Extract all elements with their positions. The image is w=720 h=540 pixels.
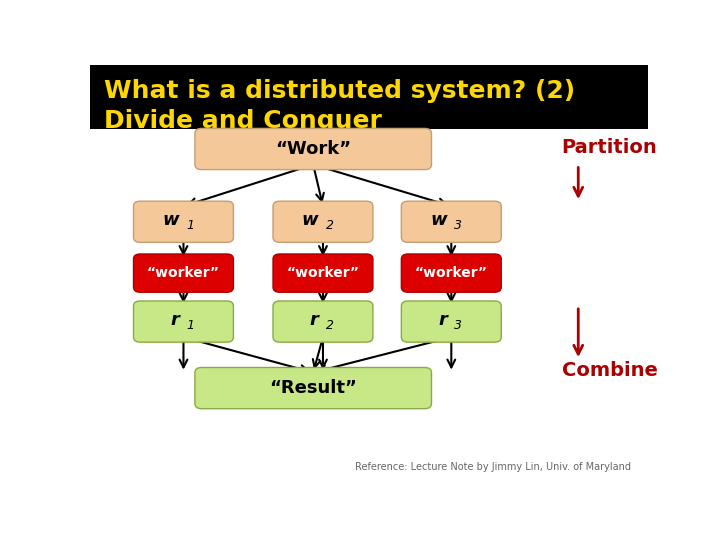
Text: Divide and Conquer: Divide and Conquer bbox=[104, 109, 382, 133]
FancyBboxPatch shape bbox=[273, 301, 373, 342]
Text: r: r bbox=[310, 311, 318, 329]
Text: r: r bbox=[438, 311, 447, 329]
Text: “worker”: “worker” bbox=[147, 266, 220, 280]
Text: “worker”: “worker” bbox=[415, 266, 488, 280]
FancyBboxPatch shape bbox=[401, 301, 501, 342]
Text: Reference: Lecture Note by Jimmy Lin, Univ. of Maryland: Reference: Lecture Note by Jimmy Lin, Un… bbox=[355, 462, 631, 472]
FancyBboxPatch shape bbox=[133, 254, 233, 292]
Text: Partition: Partition bbox=[562, 138, 657, 158]
Text: 1: 1 bbox=[186, 319, 194, 332]
FancyBboxPatch shape bbox=[401, 254, 501, 292]
Text: 1: 1 bbox=[186, 219, 194, 232]
Text: “worker”: “worker” bbox=[287, 266, 359, 280]
Text: r: r bbox=[170, 311, 179, 329]
FancyBboxPatch shape bbox=[273, 201, 373, 242]
Text: w: w bbox=[431, 211, 447, 229]
Text: “Work”: “Work” bbox=[275, 140, 351, 158]
Text: What is a distributed system? (2): What is a distributed system? (2) bbox=[104, 79, 575, 103]
Text: 2: 2 bbox=[325, 319, 334, 332]
Text: 3: 3 bbox=[454, 219, 462, 232]
FancyBboxPatch shape bbox=[401, 201, 501, 242]
FancyBboxPatch shape bbox=[195, 368, 431, 409]
FancyBboxPatch shape bbox=[133, 301, 233, 342]
Text: “Result”: “Result” bbox=[269, 379, 357, 397]
Text: 2: 2 bbox=[325, 219, 334, 232]
Text: w: w bbox=[163, 211, 179, 229]
FancyBboxPatch shape bbox=[195, 129, 431, 170]
Text: Combine: Combine bbox=[562, 361, 657, 380]
Text: 3: 3 bbox=[454, 319, 462, 332]
Bar bbox=[90, 65, 648, 129]
FancyBboxPatch shape bbox=[273, 254, 373, 292]
Text: w: w bbox=[302, 211, 318, 229]
FancyBboxPatch shape bbox=[133, 201, 233, 242]
